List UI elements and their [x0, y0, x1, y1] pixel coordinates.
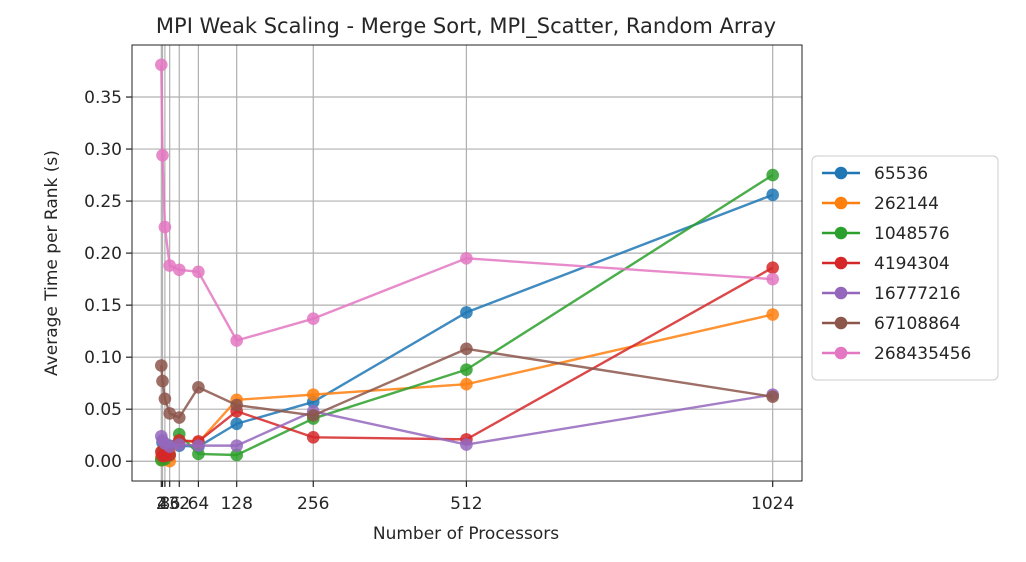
x-tick-label: 1024: [751, 494, 794, 514]
legend-marker: [834, 316, 848, 330]
x-axis-label: Number of Processors: [373, 524, 559, 544]
chart-title: MPI Weak Scaling - Merge Sort, MPI_Scatt…: [156, 14, 776, 39]
data-point-67108864: [158, 392, 172, 406]
data-point-268435456: [172, 263, 186, 277]
legend-label: 65536: [874, 164, 928, 184]
legend-item: 1048576: [822, 224, 950, 244]
data-point-67108864: [172, 411, 186, 424]
data-point-4194304: [306, 430, 320, 444]
data-point-65536: [766, 188, 779, 202]
y-tick-label: 0.20: [84, 244, 122, 264]
legend-item: 67108864: [822, 314, 961, 334]
data-point-262144: [460, 377, 473, 391]
legend-marker: [834, 346, 848, 360]
x-tick-label: 128: [220, 494, 252, 514]
legend-label: 1048576: [874, 224, 950, 244]
y-tick-label: 0.05: [84, 400, 122, 420]
data-point-16777216: [230, 439, 243, 452]
x-tick-label: 16: [159, 494, 181, 514]
legend-label: 16777216: [874, 284, 961, 304]
series-layer: [155, 58, 779, 468]
legend-item: 16777216: [822, 284, 961, 304]
data-point-262144: [766, 308, 779, 321]
data-point-268435456: [156, 149, 169, 162]
data-point-268435456: [192, 265, 205, 279]
x-tick-label: 32: [168, 494, 190, 514]
legend-label: 4194304: [874, 254, 950, 274]
legend: 65536 262144 1048576 4194304 16777216 6710886…: [811, 155, 999, 381]
data-point-65536: [230, 417, 243, 431]
x-tick-label: 2: [156, 494, 167, 514]
data-point-67108864: [156, 374, 169, 388]
data-point-268435456: [158, 220, 172, 234]
y-tick-label: 0.35: [84, 88, 122, 108]
data-point-268435456: [306, 312, 320, 325]
data-point-67108864: [163, 407, 176, 420]
legend-item: 262144: [822, 194, 939, 214]
data-point-16777216: [172, 438, 186, 451]
legend-item: 268435456: [822, 344, 971, 364]
series-line-67108864: [160, 347, 773, 419]
data-point-67108864: [230, 398, 243, 412]
y-tick-label: 0.00: [84, 452, 122, 472]
legend-label: 262144: [874, 194, 939, 214]
data-point-67108864: [460, 342, 473, 356]
legend-item: 4194304: [822, 254, 950, 274]
x-tick-label: 512: [450, 494, 482, 514]
legend-item: 65536: [822, 164, 928, 184]
data-point-262144: [306, 388, 320, 401]
data-point-67108864: [306, 409, 320, 422]
y-tick-label: 0.25: [84, 192, 122, 212]
legend-marker: [834, 256, 848, 270]
legend-label: 67108864: [874, 314, 961, 334]
x-tick-label: 64: [188, 494, 210, 514]
data-point-67108864: [766, 390, 779, 404]
data-point-1048576: [766, 168, 779, 182]
series-268435456: [155, 58, 779, 347]
series-67108864: [155, 342, 779, 424]
series-line-268435456: [160, 64, 773, 342]
x-tick-label: 256: [297, 494, 329, 514]
data-point-16777216: [460, 438, 473, 451]
data-point-1048576: [230, 448, 243, 462]
data-point-268435456: [766, 272, 779, 286]
y-axis-label: Average Time per Rank (s): [42, 150, 62, 376]
legend-marker: [834, 166, 848, 180]
data-point-67108864: [192, 381, 205, 394]
y-tick-label: 0.10: [84, 348, 122, 368]
data-point-268435456: [163, 259, 176, 272]
data-point-16777216: [192, 439, 205, 452]
legend-marker: [834, 196, 848, 210]
data-point-268435456: [460, 252, 473, 265]
data-point-67108864: [155, 359, 168, 372]
data-point-4194304: [766, 261, 779, 274]
data-point-16777216: [163, 440, 176, 453]
y-tick-label: 0.15: [84, 296, 122, 316]
data-point-268435456: [230, 334, 243, 347]
data-point-65536: [460, 306, 473, 319]
data-point-268435456: [155, 58, 168, 72]
legend-marker: [834, 226, 848, 240]
legend-label: 268435456: [874, 344, 971, 364]
x-tick-label: 8: [159, 494, 170, 514]
y-tick-label: 0.30: [84, 140, 122, 160]
x-tick-label: 4: [157, 494, 168, 514]
data-point-1048576: [460, 363, 473, 376]
legend-marker: [834, 286, 848, 300]
